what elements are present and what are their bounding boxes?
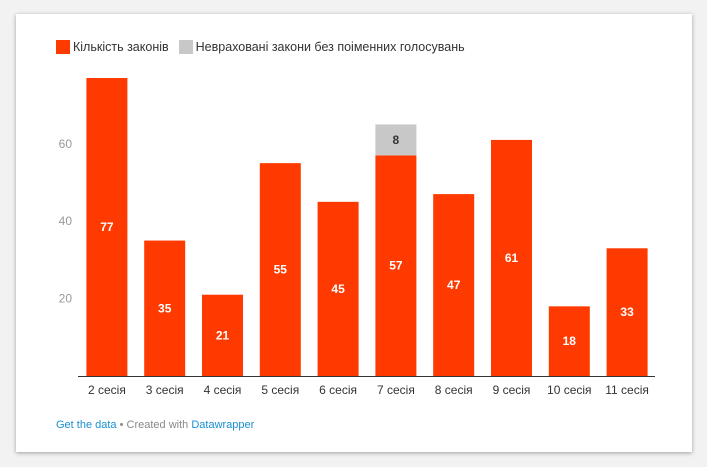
get-the-data-link[interactable]: Get the data — [56, 419, 117, 431]
bar-value-label: 45 — [331, 282, 345, 296]
legend-swatch-laws — [56, 40, 70, 54]
legend-item-uncounted: Невраховані закони без поіменних голосув… — [178, 40, 465, 54]
bar-value-label: 47 — [447, 278, 461, 292]
bar — [606, 248, 648, 376]
bar — [375, 155, 417, 376]
bar-uncounted — [375, 124, 417, 156]
bar — [144, 240, 186, 376]
x-tick-label: 11 сесія — [605, 383, 649, 397]
x-tick-label: 7 сесія — [377, 383, 415, 397]
bar-value-label: 77 — [100, 220, 114, 234]
bar-value-label: 57 — [389, 259, 403, 273]
y-tick-label: 40 — [59, 214, 73, 228]
datawrapper-link[interactable]: Datawrapper — [191, 419, 255, 431]
footer-credit-text: • Created with — [119, 419, 189, 431]
chart-footer: Get the data • Created with Datawrapper — [56, 419, 254, 431]
bar — [548, 306, 590, 376]
x-tick-label: 6 сесія — [319, 383, 357, 397]
bar-value-label: 35 — [158, 301, 172, 315]
bar — [86, 78, 128, 376]
chart-legend: Кількість законів Невраховані закони без… — [56, 40, 475, 54]
bar-value-label: 18 — [563, 334, 577, 348]
bar — [433, 194, 475, 376]
bar-value-label: 33 — [620, 305, 634, 319]
bar — [259, 163, 301, 376]
legend-swatch-uncounted — [178, 40, 193, 54]
bar-value-label: 21 — [216, 328, 230, 342]
x-tick-label: 8 сесія — [435, 383, 473, 397]
bar-value-label: 55 — [274, 263, 288, 277]
y-tick-label: 60 — [59, 137, 73, 151]
x-tick-label: 10 сесія — [547, 383, 592, 397]
legend-label-laws: Кількість законів — [73, 40, 169, 54]
x-tick-label: 2 сесія — [88, 383, 126, 397]
legend-label-uncounted: Невраховані закони без поіменних голосув… — [195, 40, 465, 54]
bar — [202, 294, 243, 376]
bar — [491, 139, 532, 376]
x-tick-label: 4 сесія — [204, 383, 242, 397]
x-tick-label: 5 сесія — [261, 383, 299, 397]
bar-value-label: 8 — [393, 133, 400, 147]
y-tick-label: 20 — [59, 292, 73, 306]
bar-value-label: 61 — [505, 251, 519, 265]
legend-item-laws: Кількість законів — [56, 40, 169, 54]
bar — [317, 201, 359, 376]
x-tick-label: 3 сесія — [146, 383, 184, 397]
x-tick-label: 9 сесія — [493, 383, 531, 397]
